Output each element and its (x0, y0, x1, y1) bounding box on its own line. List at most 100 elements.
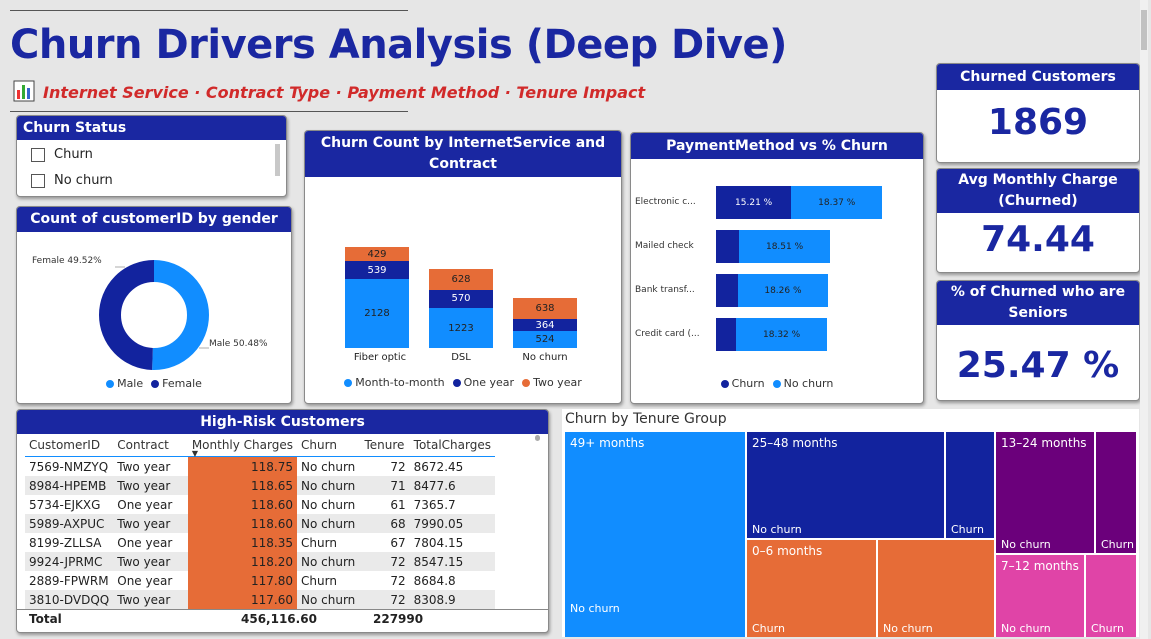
table-row[interactable]: 5734-EJKXG One year 118.60 No churn 61 7365.7 (25, 495, 495, 514)
high-risk-title: High-Risk Customers (17, 410, 548, 434)
table-cell: One year (117, 497, 173, 512)
table-cell: 72 (390, 573, 406, 588)
table-row[interactable]: 7569-NMZYQ Two year 118.75 No churn 72 8672.4… (25, 456, 495, 476)
payment-bar-area: Electronic c... 15.21 % 18.37 % Mailed chec… (631, 133, 923, 403)
checkbox[interactable] (31, 173, 45, 188)
table-row[interactable]: 5989-AXPUC Two year 118.60 No churn 68 7990.0… (25, 514, 495, 533)
table-cell: 8199-ZLLSA (29, 535, 102, 550)
churn-status-title: Churn Status (17, 116, 286, 140)
column-header[interactable]: Monthly Charges ▼ (191, 438, 293, 458)
payment-legend: Churn No churn (631, 377, 923, 390)
column-header[interactable]: TotalCharges (413, 438, 491, 452)
total-row: Total 456,116.60 227990 (17, 609, 548, 630)
total-label: Total (29, 612, 62, 626)
table-cell: No churn (301, 554, 356, 569)
treemap-25-48-churn[interactable]: Churn (946, 432, 994, 538)
female-label: Female 49.52% (32, 256, 102, 266)
legend-item-male[interactable]: Male (106, 377, 143, 390)
page-title: Churn Drivers Analysis (Deep Dive) (10, 22, 787, 68)
table-cell: 67 (390, 535, 406, 550)
bar-segment[interactable]: 429 (345, 247, 409, 262)
treemap-0-6-no-churn[interactable]: No churn (878, 540, 994, 637)
treemap-7-12-no-churn[interactable]: 7–12 months No churn (996, 555, 1084, 637)
legend-item-month[interactable]: Month-to-month (344, 376, 445, 389)
sort-desc-icon: ▼ (191, 449, 198, 458)
bar-segment[interactable]: 364 (513, 319, 577, 331)
table-cell: 8477.6 (413, 478, 456, 493)
treemap-13-24-churn[interactable]: Churn (1096, 432, 1136, 553)
treemap-13-24-no-churn[interactable]: 13–24 months No churn (996, 432, 1094, 553)
table-row[interactable]: 3810-DVDQQ Two year 117.60 No churn 72 8308.9 (25, 590, 495, 609)
bar-segment[interactable]: 570 (429, 289, 493, 309)
bar-segment[interactable]: 638 (513, 298, 577, 320)
table-cell: 118.20 (187, 552, 297, 571)
gender-donut-chart (99, 260, 209, 370)
column-header[interactable]: Churn (301, 438, 337, 452)
table-row[interactable]: 8199-ZLLSA One year 118.35 Churn 67 7804.15 (25, 533, 495, 552)
table-cell: 3810-DVDQQ (29, 592, 110, 607)
churn-bar[interactable] (716, 230, 739, 263)
table-cell: 7990.05 (413, 516, 464, 531)
table-cell: 8308.9 (413, 592, 456, 607)
table-cell: No churn (301, 459, 356, 474)
table-cell: 118.75 (187, 456, 297, 476)
table-cell: 72 (390, 459, 406, 474)
treemap-49-no-churn[interactable]: 49+ months No churn (565, 432, 745, 637)
legend-item-no-churn[interactable]: No churn (772, 377, 833, 390)
table-cell: 118.65 (187, 476, 297, 495)
legend-item-one-year[interactable]: One year (452, 376, 514, 389)
total-monthly: 456,116.60 (241, 612, 317, 626)
page-scrollbar[interactable] (1140, 0, 1148, 639)
checkbox[interactable] (31, 147, 45, 162)
treemap-25-48-no-churn[interactable]: 25–48 months No churn (747, 432, 944, 538)
scrollbar-thumb[interactable] (1141, 10, 1147, 50)
gender-card-title: Count of customerID by gender (17, 207, 291, 232)
table-cell: 68 (390, 516, 406, 531)
legend-item-churn[interactable]: Churn (720, 377, 765, 390)
table-cell: No churn (301, 516, 356, 531)
churn-bar[interactable] (716, 318, 737, 351)
no-churn-bar[interactable]: 18.37 % (791, 186, 883, 219)
table-cell: 8984-HPEMB (29, 478, 107, 493)
bar-segment[interactable]: 1223 (429, 308, 493, 348)
table-cell: 5989-AXPUC (29, 516, 105, 531)
column-header[interactable]: CustomerID (29, 438, 101, 452)
table-cell: 5734-EJKXG (29, 497, 101, 512)
slicer-option-label: Churn (54, 147, 93, 162)
table-cell: Two year (117, 554, 171, 569)
bar-segment[interactable]: 539 (345, 261, 409, 279)
bar-segment[interactable]: 2128 (345, 278, 409, 348)
gender-legend: Male Female (17, 377, 291, 390)
column-header[interactable]: Contract (117, 438, 169, 452)
high-risk-table: CustomerID Contract Monthly Charges ▼ Chu… (25, 434, 495, 609)
table-cell: 72 (390, 554, 406, 569)
female-slice[interactable] (99, 260, 209, 370)
legend-item-two-year[interactable]: Two year (522, 376, 582, 389)
bar-segment[interactable]: 524 (513, 330, 577, 348)
no-churn-bar[interactable]: 18.51 % (738, 230, 831, 263)
treemap-7-12-churn[interactable]: Churn (1086, 555, 1136, 637)
churn-bar[interactable] (716, 274, 738, 307)
slicer-option-label: No churn (54, 173, 113, 188)
column-header[interactable]: Tenure (364, 438, 405, 452)
table-scrollbar[interactable] (535, 435, 540, 441)
table-row[interactable]: 2889-FPWRM One year 117.80 Churn 72 8684.8 (25, 571, 495, 590)
kpi-value: 1869 (987, 102, 1089, 143)
kpi-avg-monthly-charge: Avg Monthly Charge (Churned) 74.44 (936, 168, 1140, 273)
table-cell: 118.60 (187, 514, 297, 533)
table-row[interactable]: 9924-JPRMC Two year 118.20 No churn 72 8547.1… (25, 552, 495, 571)
no-churn-bar[interactable]: 18.26 % (737, 274, 829, 307)
table-row[interactable]: 8984-HPEMB Two year 118.65 No churn 71 8477.6 (25, 476, 495, 495)
churn-bar[interactable]: 15.21 % (716, 186, 792, 219)
bar-segment[interactable]: 628 (429, 269, 493, 290)
legend-item-female[interactable]: Female (151, 377, 202, 390)
churn-status-slicer: Churn Status Churn No churn (16, 115, 287, 197)
slicer-option-churn[interactable]: Churn (31, 147, 93, 162)
slicer-option-no-churn[interactable]: No churn (31, 173, 113, 188)
table-cell: Two year (117, 478, 171, 493)
table-cell: One year (117, 535, 173, 550)
treemap-0-6-churn[interactable]: 0–6 months Churn (747, 540, 876, 637)
slicer-scrollbar[interactable] (275, 144, 280, 176)
no-churn-bar[interactable]: 18.32 % (736, 318, 827, 351)
tenure-treemap-card: Churn by Tenure Group 49+ months No chur… (562, 409, 1139, 637)
